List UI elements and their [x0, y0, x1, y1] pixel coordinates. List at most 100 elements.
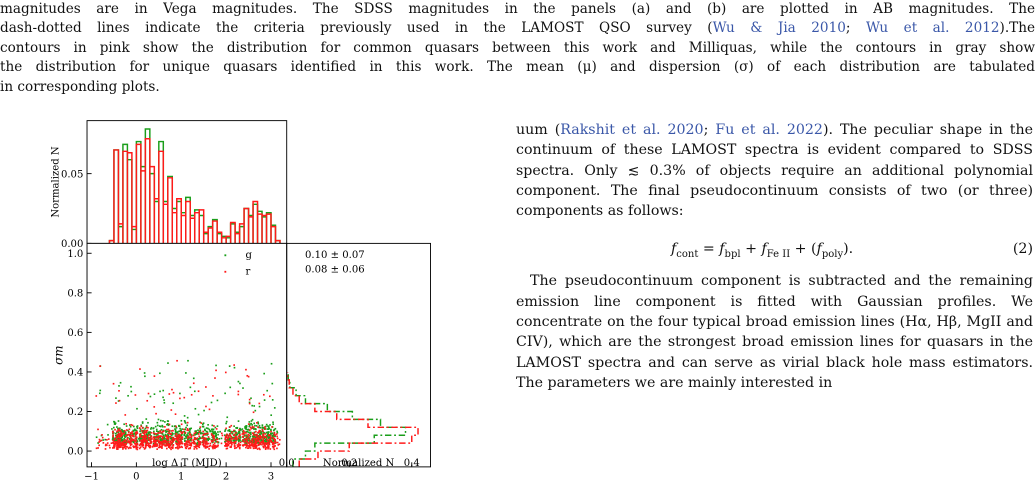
y-tick-label: 0.8	[67, 288, 83, 299]
scatter-point	[210, 401, 213, 404]
scatter-point	[198, 444, 201, 447]
scatter-point	[268, 446, 270, 448]
scatter-point	[220, 442, 223, 445]
scatter-point	[224, 439, 227, 441]
scatter-point	[135, 441, 138, 444]
scatter-point	[256, 440, 259, 443]
citation-link[interactable]: Fu et al. 2022	[715, 122, 823, 138]
scatter-point	[224, 441, 227, 444]
scatter-point	[172, 402, 175, 405]
scatter-point	[187, 435, 190, 438]
scatter-point	[270, 428, 272, 431]
scatter-point	[258, 429, 261, 432]
scatter-point	[254, 437, 257, 440]
scatter-point	[132, 435, 134, 438]
scatter-point	[269, 436, 271, 439]
scatter-point	[132, 439, 134, 441]
scatter-point	[115, 402, 117, 404]
scatter-point	[162, 420, 164, 422]
scatter-point	[192, 434, 195, 437]
scatter-point	[186, 416, 189, 419]
scatter-point	[138, 438, 141, 440]
scatter-point	[178, 446, 181, 449]
scatter-point	[126, 438, 129, 441]
scatter-point	[119, 381, 122, 384]
scatter-point	[267, 436, 270, 439]
scatter-point	[270, 432, 272, 435]
scatter-point	[247, 437, 250, 440]
scatter-point	[161, 445, 163, 448]
scatter-point	[216, 441, 219, 443]
scatter-point	[260, 441, 262, 444]
scatter-point	[226, 440, 228, 442]
scatter-point	[181, 438, 183, 440]
scatter-point	[230, 435, 232, 438]
scatter-point	[95, 395, 98, 397]
scatter-point	[259, 442, 262, 445]
scatter-point	[211, 439, 214, 442]
scatter-point	[244, 427, 247, 430]
scatter-point	[201, 437, 203, 439]
scatter-point	[224, 438, 227, 440]
scatter-point	[226, 433, 228, 436]
scatter-point	[131, 430, 134, 433]
top-panel-frame	[86, 120, 288, 244]
scatter-point	[112, 382, 115, 385]
scatter-point	[150, 435, 153, 438]
scatter-point	[263, 442, 265, 444]
scatter-point	[167, 423, 169, 425]
scatter-point	[120, 442, 122, 445]
scatter-point	[242, 431, 245, 434]
scatter-point	[206, 443, 209, 445]
scatter-point	[125, 447, 127, 450]
scatter-point	[171, 441, 174, 444]
scatter-point	[189, 443, 192, 446]
scatter-point	[127, 440, 130, 442]
scatter-point	[129, 432, 132, 434]
scatter-point	[216, 445, 219, 448]
scatter-point	[238, 431, 241, 433]
histogram-r-series	[108, 138, 281, 244]
scatter-point	[255, 430, 257, 433]
scatter-point	[146, 399, 149, 402]
scatter-point	[262, 446, 265, 449]
scatter-point	[265, 446, 268, 449]
scatter-point	[262, 443, 265, 445]
x-tick-label: 3	[268, 472, 274, 483]
scatter-point	[265, 436, 268, 439]
scatter-point	[262, 434, 264, 437]
scatter-point	[230, 446, 232, 449]
scatter-point	[211, 445, 214, 448]
scatter-point	[271, 434, 274, 437]
scatter-point	[183, 430, 186, 433]
scatter-point	[204, 438, 207, 441]
legend: gr	[224, 250, 252, 278]
scatter-point	[106, 438, 108, 441]
scatter-point	[136, 425, 138, 428]
scatter-point	[257, 431, 259, 434]
scatter-point	[118, 444, 121, 447]
scatter-point	[228, 365, 231, 367]
scatter-point	[130, 443, 133, 446]
scatter-point	[262, 442, 264, 444]
citation-link[interactable]: Wu & Jia 2010	[712, 20, 846, 37]
scatter-point	[178, 441, 180, 444]
scatter-point	[226, 434, 229, 437]
scatter-point	[202, 422, 205, 425]
scatter-point	[186, 445, 189, 448]
scatter-point	[204, 429, 206, 432]
scatter-point	[200, 431, 202, 434]
scatter-point	[269, 438, 272, 441]
scatter-point	[210, 439, 213, 442]
scatter-point	[156, 448, 158, 450]
citation-link[interactable]: Rakshit et al. 2020	[560, 122, 704, 138]
scatter-point	[257, 422, 260, 425]
citation-link[interactable]: Wu et al. 2012	[865, 20, 1000, 37]
scatter-point	[157, 437, 160, 439]
scatter-point	[248, 424, 251, 427]
scatter-point	[169, 437, 172, 440]
scatter-point	[144, 446, 147, 448]
scatter-point	[123, 446, 126, 449]
scatter-point	[264, 425, 267, 428]
scatter-point	[155, 443, 158, 445]
